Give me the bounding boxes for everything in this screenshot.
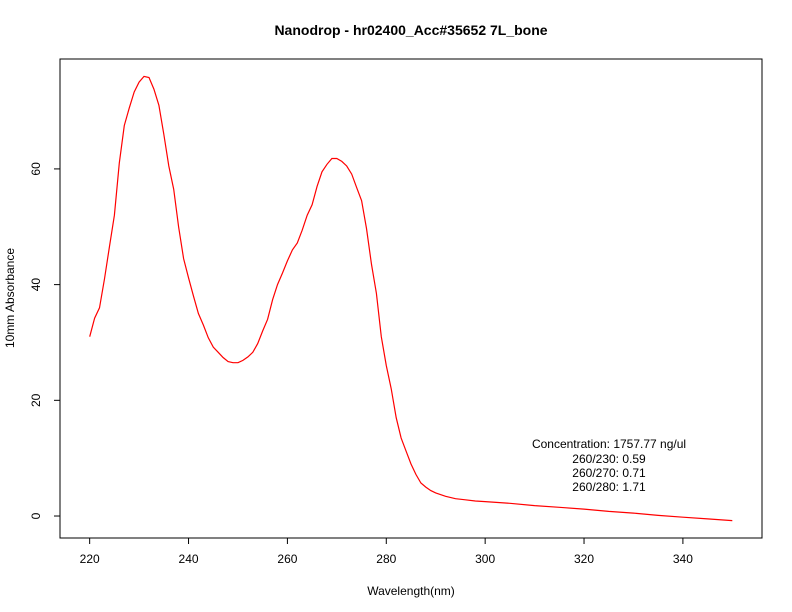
x-tick-label: 320 bbox=[574, 552, 594, 566]
x-tick-label: 260 bbox=[277, 552, 297, 566]
x-axis-label: Wavelength(nm) bbox=[367, 584, 455, 598]
measurement-annotations: Concentration: 1757.77 ng/ul 260/230: 0.… bbox=[532, 437, 686, 494]
annotation-concentration: Concentration: 1757.77 ng/ul bbox=[532, 437, 686, 451]
x-axis: 220 240 260 280 300 320 340 bbox=[80, 538, 693, 566]
chart-title: Nanodrop - hr02400_Acc#35652 7L_bone bbox=[274, 22, 547, 38]
y-tick-label: 60 bbox=[29, 162, 43, 176]
y-tick-label: 0 bbox=[29, 512, 43, 519]
annotation-ratio-260-230: 260/230: 0.59 bbox=[572, 452, 646, 466]
y-axis: 0 20 40 60 bbox=[29, 162, 60, 519]
y-tick-label: 40 bbox=[29, 278, 43, 292]
plot-frame bbox=[59, 58, 763, 539]
y-tick-label: 20 bbox=[29, 393, 43, 407]
annotation-ratio-260-270: 260/270: 0.71 bbox=[572, 466, 646, 480]
x-tick-label: 300 bbox=[475, 552, 495, 566]
x-tick-label: 280 bbox=[376, 552, 396, 566]
x-tick-label: 340 bbox=[673, 552, 693, 566]
x-tick-label: 240 bbox=[179, 552, 199, 566]
x-tick-label: 220 bbox=[80, 552, 100, 566]
absorbance-series-line bbox=[89, 75, 733, 522]
y-axis-label: 10mm Absorbance bbox=[3, 248, 17, 348]
annotation-ratio-260-280: 260/280: 1.71 bbox=[572, 480, 646, 494]
